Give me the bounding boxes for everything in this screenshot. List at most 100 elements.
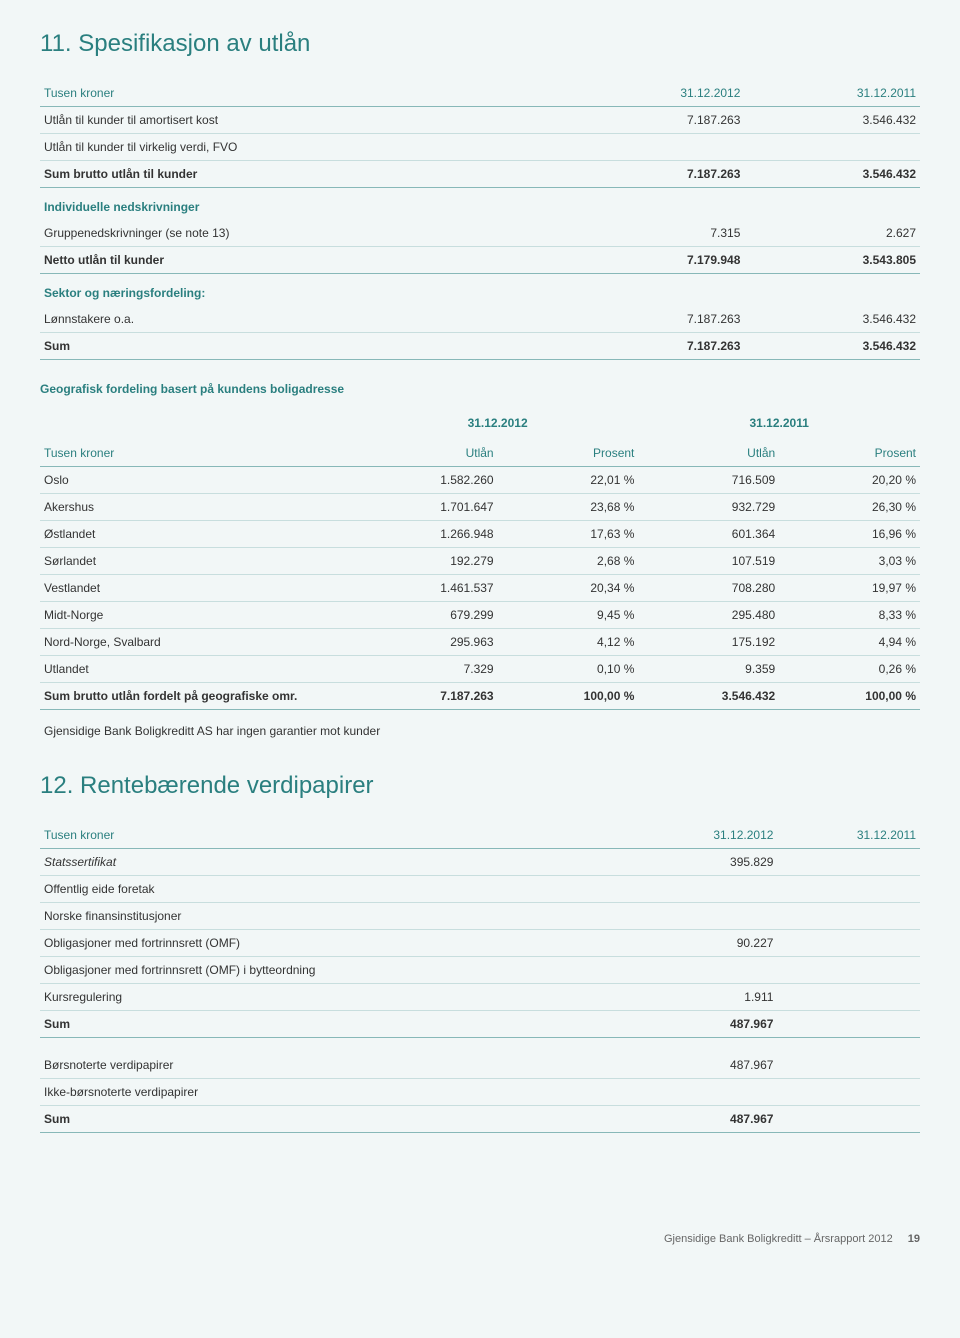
sektor-sum-v11: 3.546.432 bbox=[744, 333, 920, 360]
s12-r3-v11 bbox=[777, 930, 920, 957]
t12-h1: Tusen kroner bbox=[40, 818, 633, 849]
t1-h3: 31.12.2011 bbox=[744, 76, 920, 107]
geo-r6-p12: 4,12 % bbox=[498, 629, 639, 656]
geo-r6-v11: 175.192 bbox=[638, 629, 779, 656]
geo-h2012: 31.12.2012 bbox=[357, 404, 639, 436]
indiv-r1-l: Gruppenedskrivninger (se note 13) bbox=[40, 220, 566, 247]
s12-sum2-l: Sum bbox=[40, 1106, 633, 1133]
s12-r2-v11 bbox=[777, 903, 920, 930]
table-row: Offentlig eide foretak bbox=[40, 876, 920, 903]
s12b-r1-v11 bbox=[777, 1079, 920, 1106]
geo-r0-v12: 1.582.260 bbox=[357, 467, 498, 494]
s12-r0-v12: 395.829 bbox=[633, 849, 777, 876]
geo-r7-p11: 0,26 % bbox=[779, 656, 920, 683]
geo-r4-v11: 708.280 bbox=[638, 575, 779, 602]
geo-r6-l: Nord-Norge, Svalbard bbox=[40, 629, 357, 656]
netto-v11: 3.543.805 bbox=[744, 247, 920, 274]
table-row: Utlandet7.3290,10 %9.3590,26 % bbox=[40, 656, 920, 683]
geo-u1: Utlån bbox=[357, 436, 498, 467]
table-row: Midt-Norge679.2999,45 %295.4808,33 % bbox=[40, 602, 920, 629]
geo-sum-v11: 3.546.432 bbox=[638, 683, 779, 710]
s12-r3-v12: 90.227 bbox=[633, 930, 777, 957]
geo-r4-p11: 19,97 % bbox=[779, 575, 920, 602]
table-row: Obligasjoner med fortrinnsrett (OMF) i b… bbox=[40, 957, 920, 984]
geo-r2-p12: 17,63 % bbox=[498, 521, 639, 548]
table-row: Oslo1.582.26022,01 %716.50920,20 % bbox=[40, 467, 920, 494]
geo-r1-v12: 1.701.647 bbox=[357, 494, 498, 521]
geo-u2: Utlån bbox=[638, 436, 779, 467]
section12-table: Tusen kroner 31.12.2012 31.12.2011 Stats… bbox=[40, 818, 920, 1133]
table-row: Obligasjoner med fortrinnsrett (OMF)90.2… bbox=[40, 930, 920, 957]
geo-title: Geografisk fordeling basert på kundens b… bbox=[40, 382, 920, 396]
geo-p2: Prosent bbox=[779, 436, 920, 467]
footer-text: Gjensidige Bank Boligkreditt – Årsrappor… bbox=[664, 1233, 893, 1245]
s12-r0-l: Statssertifikat bbox=[40, 849, 633, 876]
s12-r1-v11 bbox=[777, 876, 920, 903]
s12b-r1-v12 bbox=[633, 1079, 777, 1106]
geo-p1: Prosent bbox=[498, 436, 639, 467]
netto-v12: 7.179.948 bbox=[566, 247, 744, 274]
s12-r3-l: Obligasjoner med fortrinnsrett (OMF) bbox=[40, 930, 633, 957]
s12-r2-l: Norske finansinstitusjoner bbox=[40, 903, 633, 930]
sektor-r1-v11: 3.546.432 bbox=[744, 306, 920, 333]
geo-sum-l: Sum brutto utlån fordelt på geografiske … bbox=[40, 683, 357, 710]
section11-table1: Tusen kroner 31.12.2012 31.12.2011 Utlån… bbox=[40, 76, 920, 360]
s12-sum-v12: 487.967 bbox=[633, 1011, 777, 1038]
netto-l: Netto utlån til kunder bbox=[40, 247, 566, 274]
table-row: Norske finansinstitusjoner bbox=[40, 903, 920, 930]
geo-note: Gjensidige Bank Boligkreditt AS har inge… bbox=[40, 720, 920, 742]
geo-r1-p12: 23,68 % bbox=[498, 494, 639, 521]
geo-r2-v12: 1.266.948 bbox=[357, 521, 498, 548]
geo-r1-p11: 26,30 % bbox=[779, 494, 920, 521]
indiv-r1-v11: 2.627 bbox=[744, 220, 920, 247]
sektor-sum-v12: 7.187.263 bbox=[566, 333, 744, 360]
indiv-title: Individuelle nedskrivninger bbox=[40, 188, 920, 221]
geo-sum-p11: 100,00 % bbox=[779, 683, 920, 710]
geo-r7-l: Utlandet bbox=[40, 656, 357, 683]
sektor-sum-l: Sum bbox=[40, 333, 566, 360]
table-row: Statssertifikat395.829 bbox=[40, 849, 920, 876]
geo-r1-v11: 932.729 bbox=[638, 494, 779, 521]
geo-h2011: 31.12.2011 bbox=[638, 404, 920, 436]
geo-r0-p12: 22,01 % bbox=[498, 467, 639, 494]
table-row: Vestlandet1.461.53720,34 %708.28019,97 % bbox=[40, 575, 920, 602]
s12-sum-l: Sum bbox=[40, 1011, 633, 1038]
table-row: Ikke-børsnoterte verdipapirer bbox=[40, 1079, 920, 1106]
s12-sum2-v11 bbox=[777, 1106, 920, 1133]
page-footer: Gjensidige Bank Boligkreditt – Årsrappor… bbox=[40, 1233, 920, 1245]
geo-r6-v12: 295.963 bbox=[357, 629, 498, 656]
section11-title: 11. Spesifikasjon av utlån bbox=[40, 30, 920, 58]
t1-r2-v12 bbox=[566, 134, 744, 161]
t1-sum-v12: 7.187.263 bbox=[566, 161, 744, 188]
geo-table: 31.12.2012 31.12.2011 Tusen kroner Utlån… bbox=[40, 404, 920, 710]
table-row: Akershus1.701.64723,68 %932.72926,30 % bbox=[40, 494, 920, 521]
geo-sum-p12: 100,00 % bbox=[498, 683, 639, 710]
t12-h2: 31.12.2012 bbox=[633, 818, 777, 849]
geo-r7-v11: 9.359 bbox=[638, 656, 779, 683]
geo-r3-v11: 107.519 bbox=[638, 548, 779, 575]
s12b-r1-l: Ikke-børsnoterte verdipapirer bbox=[40, 1079, 633, 1106]
geo-r5-v12: 679.299 bbox=[357, 602, 498, 629]
geo-r3-v12: 192.279 bbox=[357, 548, 498, 575]
table-row: Sørlandet192.2792,68 %107.5193,03 % bbox=[40, 548, 920, 575]
geo-r7-v12: 7.329 bbox=[357, 656, 498, 683]
geo-r5-v11: 295.480 bbox=[638, 602, 779, 629]
geo-r4-l: Vestlandet bbox=[40, 575, 357, 602]
t1-sum-l: Sum brutto utlån til kunder bbox=[40, 161, 566, 188]
t1-r2-v11 bbox=[744, 134, 920, 161]
t12-h3: 31.12.2011 bbox=[777, 818, 920, 849]
geo-r2-p11: 16,96 % bbox=[779, 521, 920, 548]
s12b-r0-v12: 487.967 bbox=[633, 1052, 777, 1079]
geo-r0-v11: 716.509 bbox=[638, 467, 779, 494]
geo-r6-p11: 4,94 % bbox=[779, 629, 920, 656]
sektor-title: Sektor og næringsfordeling: bbox=[40, 274, 920, 307]
table-row: Kursregulering1.911 bbox=[40, 984, 920, 1011]
s12-r5-l: Kursregulering bbox=[40, 984, 633, 1011]
s12-r1-l: Offentlig eide foretak bbox=[40, 876, 633, 903]
s12-sum2-v12: 487.967 bbox=[633, 1106, 777, 1133]
s12-r5-v12: 1.911 bbox=[633, 984, 777, 1011]
sektor-r1-v12: 7.187.263 bbox=[566, 306, 744, 333]
geo-r3-p11: 3,03 % bbox=[779, 548, 920, 575]
s12-r4-l: Obligasjoner med fortrinnsrett (OMF) i b… bbox=[40, 957, 633, 984]
s12-r5-v11 bbox=[777, 984, 920, 1011]
